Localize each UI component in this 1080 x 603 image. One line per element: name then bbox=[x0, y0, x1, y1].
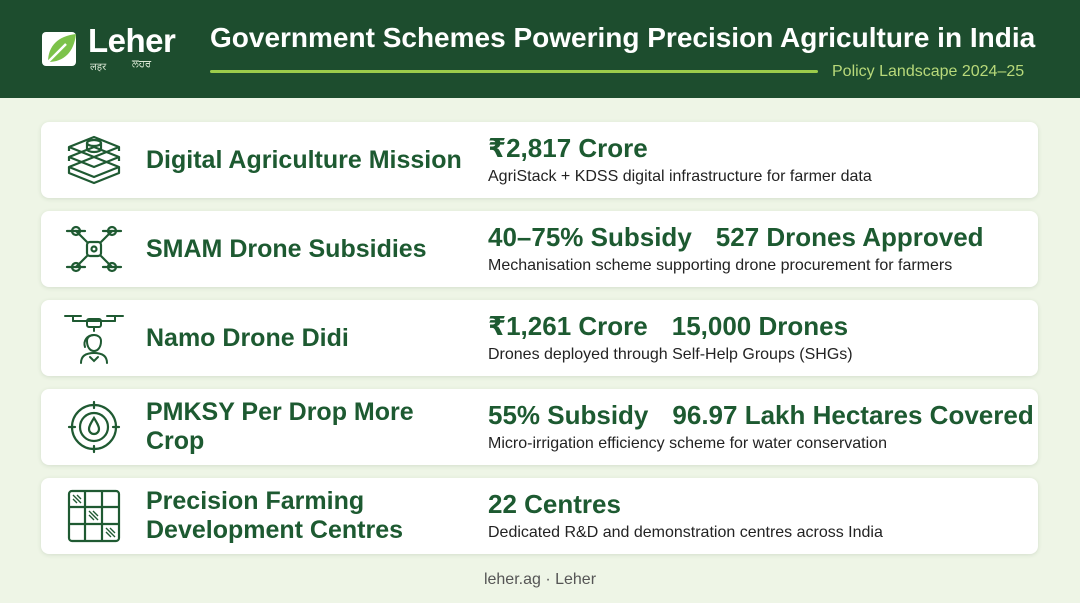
scheme-name: Digital Agriculture Mission bbox=[146, 145, 462, 174]
header-bar: Leher लहर ਲਹਰ Government Schemes Powerin… bbox=[0, 0, 1080, 98]
scheme-stats: 55% Subsidy 96.97 Lakh Hectares Covered bbox=[488, 400, 1058, 431]
scheme-stats: ₹1,261 Crore 15,000 Drones bbox=[488, 311, 872, 342]
title-underline bbox=[210, 70, 818, 73]
brand-tagline-hindi: लहर bbox=[90, 62, 107, 73]
water-drop-target-icon bbox=[63, 400, 125, 454]
footer-credit[interactable]: leher.ag · Leher bbox=[483, 571, 597, 588]
scheme-stat: 40–75% Subsidy bbox=[488, 222, 692, 252]
scheme-stat: 22 Centres bbox=[488, 489, 621, 519]
scheme-name: Namo Drone Didi bbox=[146, 323, 349, 352]
scheme-stats: 40–75% Subsidy 527 Drones Approved bbox=[488, 222, 1008, 253]
brand-logo[interactable]: Leher लहर ਲਹਰ bbox=[40, 22, 190, 73]
field-grid-icon bbox=[63, 489, 125, 543]
scheme-description: Mechanisation scheme supporting drone pr… bbox=[488, 257, 953, 274]
scheme-stat: 527 Drones Approved bbox=[715, 222, 984, 252]
scheme-stat: ₹1,261 Crore bbox=[488, 311, 648, 341]
scheme-description: Dedicated R&D and demonstration centres … bbox=[488, 524, 883, 541]
scheme-description: AgriStack + KDSS digital infrastructure … bbox=[488, 168, 872, 185]
scheme-stat: ₹2,817 Crore bbox=[488, 133, 648, 163]
scheme-stat: 96.97 Lakh Hectares Covered bbox=[672, 400, 1034, 430]
scheme-stat: 55% Subsidy bbox=[488, 400, 649, 430]
brand-tagline-punjabi: ਲਹਰ bbox=[132, 59, 152, 70]
scheme-stats: ₹2,817 Crore bbox=[488, 133, 672, 164]
scheme-name: Precision Farming Development Centres bbox=[146, 487, 404, 544]
drone-woman-icon bbox=[63, 311, 125, 365]
scheme-name: SMAM Drone Subsidies bbox=[146, 234, 427, 263]
brand-name: Leher bbox=[88, 22, 176, 59]
drone-icon bbox=[63, 222, 125, 276]
scheme-name: PMKSY Per Drop More Crop bbox=[146, 398, 414, 455]
server-stack-icon bbox=[63, 133, 125, 187]
scheme-card-namo-drone-didi: Namo Drone Didi ₹1,261 Crore 15,000 Drone… bbox=[41, 300, 1038, 376]
scheme-stats: 22 Centres bbox=[488, 489, 645, 520]
page-title: Government Schemes Powering Precision Ag… bbox=[210, 22, 1036, 53]
scheme-stat: 15,000 Drones bbox=[671, 311, 849, 341]
leaf-logo-icon bbox=[42, 32, 76, 66]
page-subtitle: Policy Landscape 2024–25 bbox=[832, 63, 1025, 80]
scheme-card-pmksy: PMKSY Per Drop More Crop 55% Subsidy 96.9… bbox=[41, 389, 1038, 465]
scheme-description: Drones deployed through Self-Help Groups… bbox=[488, 346, 853, 363]
scheme-description: Micro-irrigation efficiency scheme for w… bbox=[488, 435, 887, 452]
scheme-card-smam-drone: SMAM Drone Subsidies 40–75% Subsidy 527 D… bbox=[41, 211, 1038, 287]
scheme-card-digital-agriculture: Digital Agriculture Mission ₹2,817 Crore… bbox=[41, 122, 1038, 198]
scheme-card-pfdc: Precision Farming Development Centres 22… bbox=[41, 478, 1038, 554]
